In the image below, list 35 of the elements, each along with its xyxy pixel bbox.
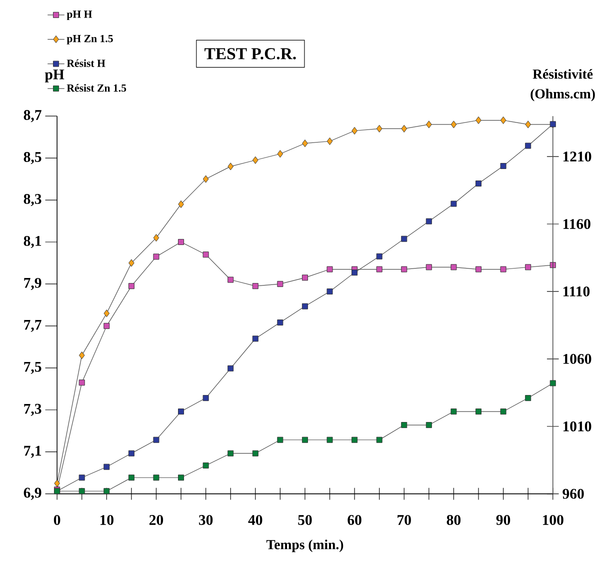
y-tick-label: 7,5 — [24, 362, 42, 374]
chart-title: TEST P.C.R. — [204, 48, 296, 60]
x-axis-title: Temps (min.) — [266, 539, 344, 552]
y-tick-label: 7,3 — [24, 404, 42, 416]
y2-tick-label: 1060 — [563, 354, 592, 364]
x-tick-label: 10 — [100, 514, 114, 525]
x-tick-label: 50 — [298, 514, 312, 525]
legend-label: Résist Zn 1.5 — [66, 84, 126, 92]
x-tick-label: 90 — [496, 514, 510, 525]
y-tick-label: 7,1 — [24, 446, 42, 458]
y2-tick-label: 1160 — [563, 218, 590, 229]
y2-tick-label: 960 — [562, 488, 584, 499]
y2-tick-label: 1010 — [563, 421, 592, 432]
y-axis-title: pH — [44, 69, 64, 82]
x-tick-label: 100 — [542, 514, 564, 525]
y-tick-label: 6,9 — [24, 488, 42, 500]
y-tick-label: 7,9 — [24, 278, 42, 290]
legend-label: pH H — [66, 10, 92, 20]
x-tick-label: 40 — [248, 514, 262, 525]
x-tick-label: 80 — [446, 514, 461, 525]
x-tick-label: 0 — [54, 514, 60, 525]
x-tick-label: 30 — [198, 514, 213, 525]
y2-tick-label: 1110 — [563, 286, 590, 296]
y2-axis-title: Résistivité (Ohms.cm) — [530, 68, 595, 102]
y-tick-label: 7,7 — [24, 320, 42, 332]
x-tick-label: 60 — [348, 514, 362, 525]
y-tick-label: 8,7 — [24, 110, 42, 122]
y-tick-label: 8,3 — [24, 194, 42, 206]
legend-label: pH Zn 1.5 — [66, 34, 113, 44]
x-tick-label: 70 — [398, 514, 411, 525]
legend-label: Résist H — [66, 59, 106, 67]
y-tick-label: 8,5 — [24, 152, 42, 164]
y2-tick-label: 1210 — [563, 151, 592, 162]
x-tick-label: 20 — [149, 514, 164, 525]
y-tick-label: 8,1 — [24, 236, 42, 248]
